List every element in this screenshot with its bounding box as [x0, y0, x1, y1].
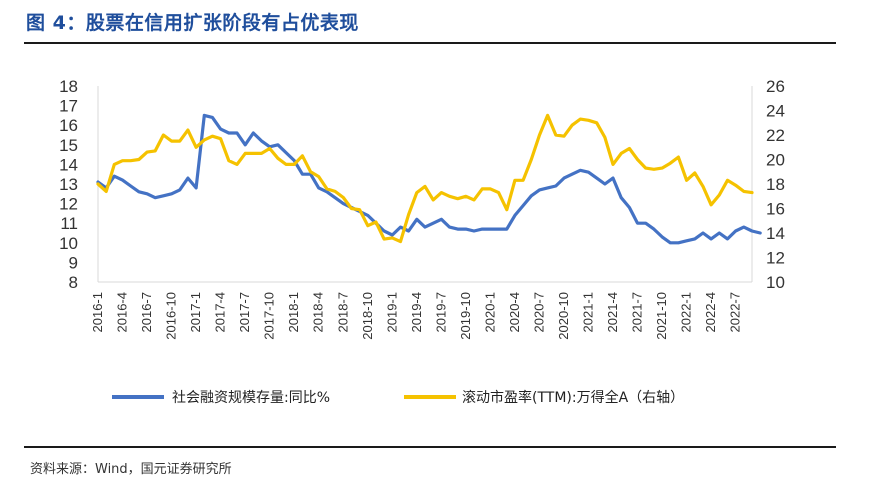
x-tick-label: 2020-1 — [482, 292, 497, 332]
x-tick-label: 2016-4 — [115, 292, 130, 332]
x-tick-label: 2021-10 — [654, 292, 669, 340]
right-tick-label: 22 — [766, 126, 785, 145]
footer-divider — [24, 446, 836, 448]
x-tick-label: 2017-1 — [188, 292, 203, 332]
left-tick-label: 10 — [59, 234, 78, 253]
left-tick-label: 12 — [59, 195, 78, 214]
figure-title: 图 4：股票在信用扩张阶段有占优表现 — [26, 12, 359, 34]
series-line-1 — [96, 113, 762, 245]
left-tick-label: 11 — [60, 214, 78, 233]
x-axis-ticks: 2016-1 2016-4 2016-7 2016-10 2017-1 2017-4 201… — [90, 292, 743, 340]
x-tick-label: 2020-4 — [507, 292, 522, 332]
x-tick-label: 2018-4 — [311, 292, 326, 332]
x-tick-label: 2018-1 — [286, 292, 301, 332]
left-tick-label: 15 — [59, 136, 78, 155]
x-tick-label: 2019-10 — [458, 292, 473, 340]
right-axis-ticks: 10 12 14 16 18 20 22 24 26 — [766, 77, 785, 292]
x-tick-label: 2021-7 — [630, 292, 645, 332]
right-tick-label: 14 — [766, 224, 785, 243]
left-tick-label: 13 — [59, 175, 78, 194]
x-tick-label: 2017-7 — [237, 292, 252, 332]
left-tick-label: 17 — [59, 97, 78, 116]
left-tick-label: 9 — [69, 253, 78, 272]
source-note: 资料来源：Wind，国元证券研究所 — [30, 462, 232, 477]
x-tick-label: 2017-10 — [262, 292, 277, 340]
x-tick-label: 2017-4 — [213, 292, 228, 332]
left-tick-label: 14 — [59, 155, 78, 174]
x-tick-label: 2020-10 — [556, 292, 571, 340]
left-tick-label: 8 — [69, 273, 78, 292]
x-tick-label: 2019-4 — [409, 292, 424, 332]
legend-label: 滚动市盈率(TTM):万得全A（右轴） — [462, 389, 684, 406]
x-tick-label: 2019-7 — [433, 292, 448, 332]
legend-label: 社会融资规模存量:同比% — [172, 390, 330, 406]
x-tick-label: 2021-1 — [581, 292, 596, 332]
x-tick-label: 2016-1 — [90, 292, 105, 332]
right-tick-label: 24 — [766, 102, 785, 121]
x-tick-label: 2021-4 — [605, 292, 620, 332]
x-tick-label: 2018-10 — [360, 292, 375, 340]
legend: 社会融资规模存量:同比% 滚动市盈率(TTM):万得全A（右轴） — [112, 389, 684, 406]
x-tick-label: 2022-4 — [703, 292, 718, 332]
x-tick-label: 2018-7 — [335, 292, 350, 332]
x-tick-label: 2022-1 — [679, 292, 694, 332]
series-group — [96, 113, 762, 245]
series-line-2 — [96, 113, 754, 244]
right-tick-label: 12 — [766, 249, 785, 268]
right-tick-label: 10 — [766, 273, 785, 292]
x-tick-label: 2022-7 — [728, 292, 743, 332]
right-tick-label: 20 — [766, 151, 785, 170]
title-divider — [24, 42, 836, 44]
right-tick-label: 16 — [766, 200, 785, 219]
x-tick-label: 2019-1 — [384, 292, 399, 332]
left-tick-label: 16 — [59, 116, 78, 135]
right-tick-label: 26 — [766, 77, 785, 96]
x-tick-label: 2016-7 — [139, 292, 154, 332]
right-tick-label: 18 — [766, 175, 785, 194]
x-tick-label: 2020-7 — [532, 292, 547, 332]
left-tick-label: 18 — [59, 77, 78, 96]
x-tick-label: 2016-10 — [164, 292, 179, 340]
